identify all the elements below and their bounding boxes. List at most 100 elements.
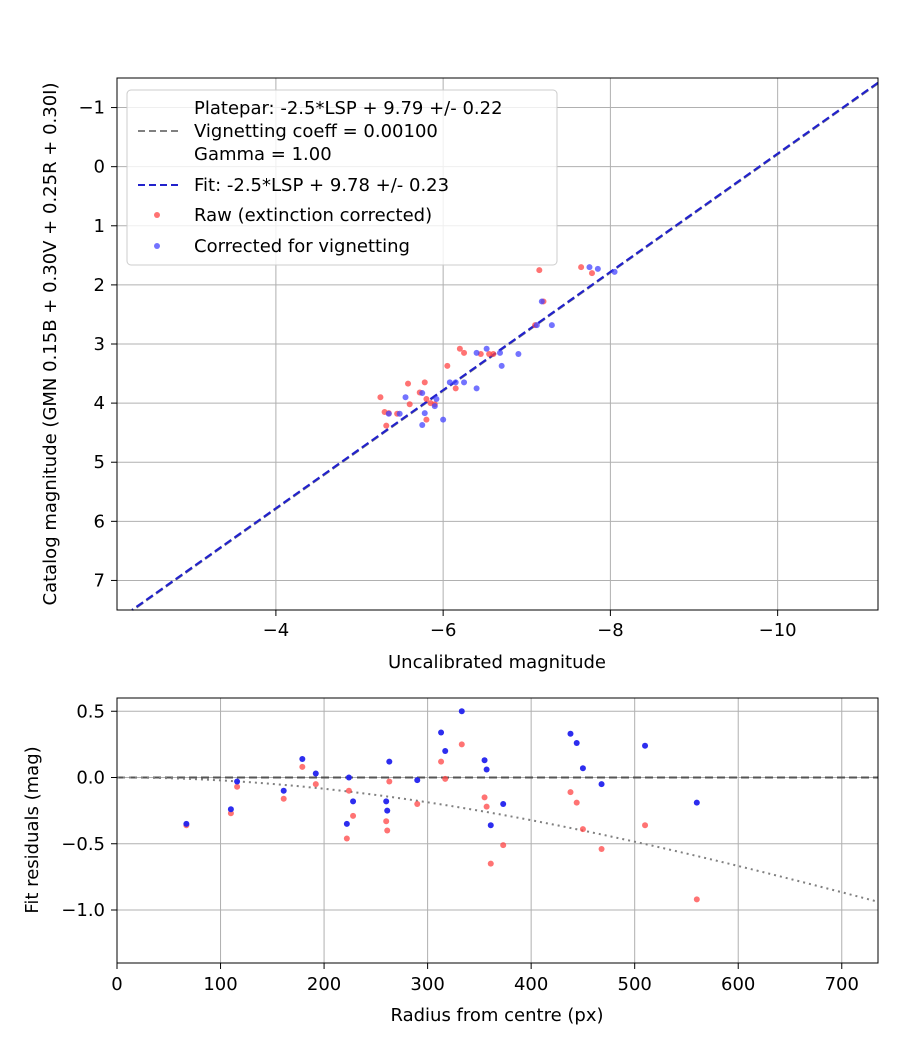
- corrected-point: [396, 410, 403, 417]
- raw-residual-point: [487, 860, 494, 867]
- bottom-x-tick-label: 200: [307, 974, 341, 995]
- corrected-residual-point: [350, 798, 357, 805]
- corrected-residual-point: [386, 758, 393, 765]
- corrected-point: [515, 351, 522, 358]
- corrected-residual-point: [383, 798, 390, 805]
- bottom-x-tick-label: 700: [825, 974, 859, 995]
- raw-residual-point: [280, 795, 287, 802]
- raw-residual-point: [598, 846, 605, 853]
- raw-point: [421, 379, 428, 386]
- raw-point: [456, 345, 463, 352]
- bottom-x-tick-label: 400: [514, 974, 548, 995]
- corrected-point: [440, 416, 447, 423]
- raw-residual-point: [442, 775, 449, 782]
- raw-residual-point: [343, 835, 350, 842]
- legend-corrected-label: Corrected for vignetting: [194, 236, 410, 257]
- corrected-residual-point: [299, 755, 306, 762]
- top-x-tick-label: −6: [430, 620, 457, 641]
- top-gridlines: [117, 78, 878, 610]
- corrected-residual-point: [384, 807, 391, 814]
- fit-residuals-chart: 0 100 200 300 400 500 600 700 0.5 0.0 −0.5 −1.0 Rad…: [22, 697, 879, 1026]
- raw-point: [405, 380, 412, 387]
- corrected-residual-point: [312, 770, 319, 777]
- raw-residual-point: [693, 896, 700, 903]
- corrected-residual-point: [345, 774, 352, 781]
- top-y-tick-label: 5: [94, 452, 105, 473]
- raw-residual-point: [386, 778, 393, 785]
- corrected-residual-point: [598, 781, 605, 788]
- bottom-axis-ticks: 0 100 200 300 400 500 600 700 0.5 0.0 −0.5 −1.0: [61, 701, 859, 995]
- corrected-point: [419, 421, 426, 428]
- corrected-residual-point: [438, 729, 445, 736]
- raw-residual-point: [438, 758, 445, 765]
- bottom-x-axis-label: Radius from centre (px): [390, 1005, 603, 1026]
- bottom-x-tick-label: 100: [203, 974, 237, 995]
- top-x-axis-label: Uncalibrated magnitude: [388, 652, 606, 673]
- raw-point: [461, 349, 468, 356]
- legend-box: [126, 89, 558, 266]
- corrected-point: [433, 395, 440, 402]
- fit-line: [131, 81, 879, 611]
- corrected-residual-point: [458, 708, 465, 715]
- top-x-tick-label: −4: [263, 620, 290, 641]
- corrected-point: [461, 379, 468, 386]
- raw-residual-point: [345, 787, 352, 794]
- bottom-x-tick-label: 300: [410, 974, 444, 995]
- top-y-tick-label: 0: [94, 157, 105, 178]
- top-y-tick-label: 4: [94, 393, 105, 414]
- corrected-point: [431, 403, 438, 410]
- corrected-point: [586, 264, 593, 271]
- corrected-point: [611, 268, 618, 275]
- corrected-point: [497, 349, 504, 356]
- raw-point: [406, 401, 413, 408]
- raw-residual-point: [481, 794, 488, 801]
- corrected-residual-point: [343, 820, 350, 827]
- top-y-tick-label: 6: [94, 511, 105, 532]
- raw-point: [588, 270, 595, 277]
- corrected-residual-point: [567, 730, 574, 737]
- corrected-point: [498, 362, 505, 369]
- raw-point: [578, 264, 585, 271]
- legend-raw-marker: [154, 212, 160, 218]
- raw-residual-point: [383, 818, 390, 825]
- bottom-y-axis-label: Fit residuals (mag): [22, 746, 43, 913]
- bottom-plot-frame: [116, 697, 879, 964]
- raw-residual-point: [350, 812, 357, 819]
- corrected-point: [473, 385, 480, 392]
- legend-corrected-marker: [154, 243, 160, 249]
- corrected-point: [533, 322, 540, 329]
- raw-point: [452, 385, 459, 392]
- bottom-data-points: [183, 708, 700, 903]
- corrected-residual-point: [500, 801, 507, 807]
- top-y-tick-label: 1: [94, 216, 105, 237]
- corrected-point: [473, 349, 480, 356]
- bottom-y-tick-label: −0.5: [61, 834, 105, 855]
- corrected-residual-point: [234, 778, 241, 785]
- bottom-x-tick-label: 500: [618, 974, 652, 995]
- raw-point: [423, 395, 430, 402]
- corrected-point: [452, 379, 459, 386]
- legend-fit-label: Fit: -2.5*LSP + 9.78 +/- 0.23: [194, 175, 449, 196]
- bottom-y-tick-label: −1.0: [61, 900, 105, 921]
- corrected-residual-point: [693, 799, 700, 806]
- corrected-residual-point: [227, 806, 234, 813]
- corrected-residual-point: [573, 740, 580, 747]
- corrected-point: [402, 394, 409, 401]
- legend: Platepar: -2.5*LSP + 9.79 +/- 0.22 Vigne…: [126, 89, 558, 266]
- corrected-residual-point: [487, 822, 494, 829]
- corrected-residual-point: [481, 757, 488, 764]
- raw-point: [383, 422, 390, 429]
- top-data-points: [377, 264, 618, 429]
- raw-point: [377, 394, 384, 401]
- bottom-y-tick-label: 0.5: [76, 701, 105, 722]
- legend-raw-label: Raw (extinction corrected): [194, 205, 432, 226]
- raw-point: [486, 351, 493, 358]
- raw-residual-point: [567, 789, 574, 796]
- corrected-residual-point: [579, 765, 586, 772]
- top-y-axis-label: Catalog magnitude (GMN 0.15B + 0.30V + 0…: [40, 82, 61, 605]
- raw-point: [423, 416, 430, 423]
- top-y-tick-label: 7: [94, 570, 105, 591]
- corrected-point: [548, 322, 555, 329]
- top-y-tick-label: 3: [94, 334, 105, 355]
